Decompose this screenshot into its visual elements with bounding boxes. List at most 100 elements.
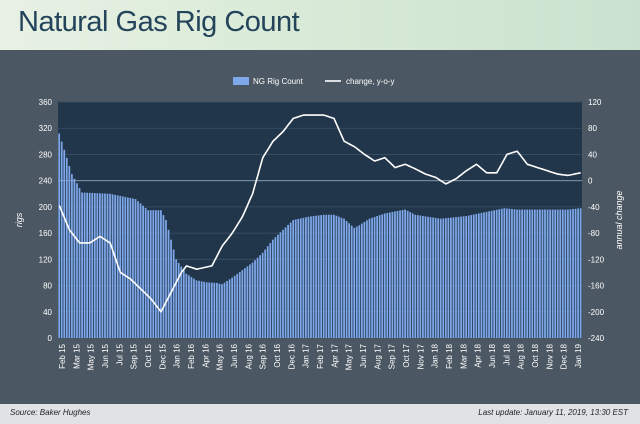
bar bbox=[63, 149, 66, 338]
bar bbox=[447, 217, 450, 338]
bar bbox=[409, 212, 412, 338]
bar bbox=[401, 210, 404, 338]
bar bbox=[216, 282, 218, 338]
left-tick-label: 80 bbox=[43, 282, 52, 291]
bar bbox=[442, 218, 445, 338]
bar bbox=[284, 227, 287, 338]
bar bbox=[396, 210, 399, 338]
bar bbox=[544, 209, 546, 338]
bar bbox=[162, 215, 165, 338]
legend-label: change, y-o-y bbox=[346, 77, 394, 86]
bar bbox=[81, 192, 83, 338]
left-tick-label: 280 bbox=[39, 150, 53, 159]
x-tick-label: Mar 15 bbox=[72, 343, 81, 368]
bar bbox=[414, 214, 417, 338]
bar bbox=[68, 165, 71, 338]
bar bbox=[327, 214, 330, 338]
bar bbox=[416, 215, 419, 338]
bar bbox=[439, 218, 442, 338]
bar bbox=[539, 209, 541, 338]
left-tick-label: 160 bbox=[39, 229, 53, 238]
bar bbox=[261, 252, 264, 338]
bar bbox=[157, 210, 160, 338]
bar bbox=[60, 141, 63, 338]
bar bbox=[58, 133, 61, 338]
bar bbox=[233, 275, 236, 338]
bar bbox=[348, 223, 351, 338]
bar bbox=[226, 280, 228, 338]
bar bbox=[335, 215, 338, 338]
left-tick-label: 360 bbox=[39, 98, 53, 107]
bar bbox=[71, 174, 73, 338]
bar bbox=[154, 210, 157, 338]
bar bbox=[485, 211, 488, 338]
x-tick-label: Oct 17 bbox=[402, 343, 411, 367]
x-tick-label: Oct 18 bbox=[531, 343, 540, 367]
x-tick-label: Mar 18 bbox=[459, 343, 468, 368]
bar bbox=[424, 216, 427, 338]
bar bbox=[536, 209, 539, 338]
bar bbox=[541, 209, 544, 338]
x-tick-label: Feb 16 bbox=[187, 343, 196, 368]
right-tick-label: 40 bbox=[588, 150, 597, 159]
bar bbox=[388, 212, 391, 338]
bar bbox=[175, 259, 178, 338]
bar bbox=[470, 215, 473, 338]
bar bbox=[549, 209, 551, 338]
bar bbox=[172, 249, 175, 338]
bar bbox=[564, 209, 567, 338]
left-tick-label: 320 bbox=[39, 124, 53, 133]
bar bbox=[432, 217, 434, 338]
bar bbox=[363, 221, 366, 338]
bar bbox=[266, 246, 269, 338]
bar bbox=[343, 218, 345, 338]
bar bbox=[503, 208, 506, 338]
bar bbox=[271, 239, 274, 338]
left-tick-label: 200 bbox=[39, 203, 53, 212]
bar bbox=[277, 234, 279, 338]
right-tick-label: -240 bbox=[588, 334, 605, 343]
right-tick-label: 0 bbox=[588, 177, 593, 186]
bar bbox=[376, 216, 379, 338]
bar bbox=[478, 213, 480, 338]
bar bbox=[577, 208, 579, 338]
x-tick-label: Aug 16 bbox=[244, 343, 253, 369]
right-axis-title: annual change bbox=[614, 190, 624, 249]
last-update-note: Last update: January 11, 2019, 13:30 EST bbox=[478, 408, 628, 417]
x-tick-label: Feb 18 bbox=[445, 343, 454, 368]
bar bbox=[149, 210, 152, 338]
bar bbox=[330, 214, 333, 338]
legend: NG Rig Count change, y-o-y bbox=[233, 77, 394, 86]
yoy-change-line bbox=[58, 114, 581, 313]
bar bbox=[561, 209, 564, 338]
bar bbox=[516, 209, 518, 338]
bar bbox=[495, 209, 498, 338]
right-tick-label: -120 bbox=[588, 255, 605, 264]
bar bbox=[465, 216, 468, 338]
bar bbox=[76, 183, 78, 338]
bar bbox=[152, 210, 155, 338]
bar bbox=[551, 209, 554, 338]
bar bbox=[556, 209, 559, 338]
bar bbox=[523, 209, 526, 338]
bar bbox=[325, 214, 328, 338]
bar bbox=[490, 210, 493, 338]
bar bbox=[297, 218, 300, 338]
bar bbox=[104, 193, 106, 338]
left-axis: 0 40 80 120 160 200 240 280 320 360 bbox=[39, 98, 53, 343]
x-axis: Feb 15 Mar 15 May 15 Jun 15 Jul 15 Sep 15 Oct … bbox=[58, 343, 583, 370]
bar bbox=[134, 199, 137, 338]
bar bbox=[404, 209, 406, 338]
bar bbox=[65, 157, 68, 338]
bar bbox=[96, 193, 99, 338]
bar bbox=[294, 219, 297, 338]
bar bbox=[147, 210, 150, 338]
bar bbox=[444, 218, 447, 338]
bar bbox=[269, 242, 272, 338]
bar bbox=[129, 197, 132, 338]
legend-bar-swatch bbox=[233, 77, 249, 85]
left-tick-label: 0 bbox=[48, 334, 53, 343]
bar bbox=[358, 225, 361, 338]
x-tick-label: Aug 18 bbox=[517, 343, 526, 369]
bar bbox=[170, 239, 172, 338]
